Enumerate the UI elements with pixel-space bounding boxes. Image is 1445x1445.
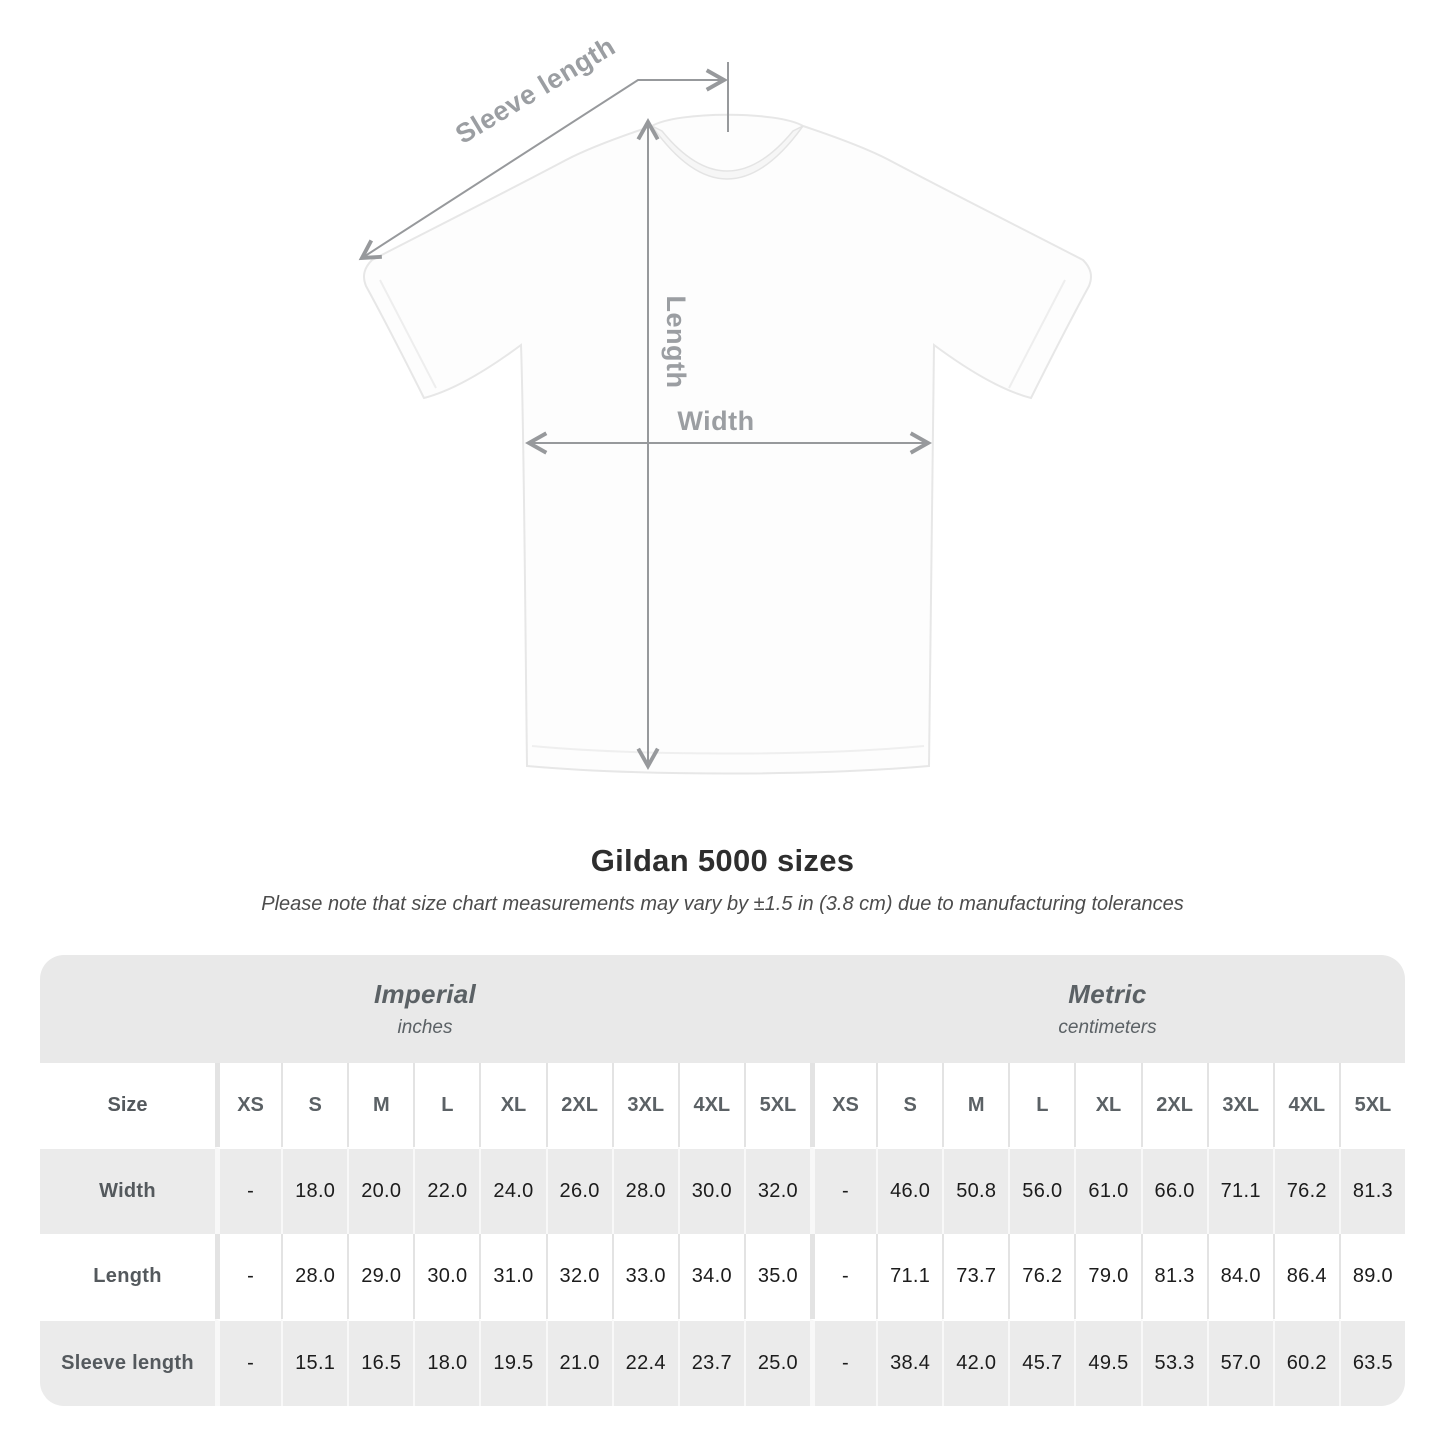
size-col-metric-2xl: 2XL [1140, 1063, 1207, 1147]
sleeve-length-label: Sleeve length [450, 31, 620, 150]
tshirt-shape [363, 113, 1092, 775]
cell: 71.1 [876, 1234, 943, 1319]
cell: 18.0 [281, 1147, 348, 1234]
size-table: Imperial inches Metric centimeters Size … [40, 955, 1405, 1406]
cell: 23.7 [677, 1319, 744, 1406]
cell: 76.2 [1272, 1147, 1339, 1234]
tshirt-diagram-svg: Sleeve length Length Width [358, 31, 1092, 775]
metric-unit: centimeters [1058, 1017, 1157, 1038]
size-header-row: Size XS S M L XL 2XL 3XL 4XL 5XL XS S M … [40, 1063, 1405, 1147]
table-row-sleeve-length: Sleeve length - 15.1 16.5 18.0 19.5 21.0… [40, 1319, 1405, 1406]
cell: - [809, 1234, 877, 1319]
size-col-imperial-3xl: 3XL [611, 1063, 678, 1147]
cell: 57.0 [1206, 1319, 1273, 1406]
cell: 21.0 [545, 1319, 612, 1406]
cell: 63.5 [1338, 1319, 1405, 1406]
measurement-arrows [358, 62, 932, 770]
cell: 76.2 [1008, 1234, 1075, 1319]
cell: 81.3 [1140, 1234, 1207, 1319]
size-col-imperial-5xl: 5XL [743, 1063, 810, 1147]
cell: 53.3 [1140, 1319, 1207, 1406]
cell: - [215, 1147, 282, 1234]
cell: 86.4 [1272, 1234, 1339, 1319]
size-col-metric-l: L [1008, 1063, 1075, 1147]
cell: 71.1 [1206, 1147, 1273, 1234]
cell: 25.0 [743, 1319, 810, 1406]
cell: 19.5 [479, 1319, 546, 1406]
length-label: Length [661, 296, 691, 389]
size-col-metric-4xl: 4XL [1272, 1063, 1339, 1147]
tolerance-note: Please note that size chart measurements… [261, 893, 1184, 915]
cell: - [809, 1147, 877, 1234]
metric-title: Metric [1068, 979, 1147, 1009]
cell: 56.0 [1008, 1147, 1075, 1234]
cell: 20.0 [347, 1147, 414, 1234]
size-col-metric-xs: XS [809, 1063, 877, 1147]
size-col-imperial-4xl: 4XL [677, 1063, 744, 1147]
metric-header: Metric centimeters [809, 955, 1405, 1063]
cell: 28.0 [611, 1147, 678, 1234]
size-col-imperial-xs: XS [215, 1063, 282, 1147]
page-title: Gildan 5000 sizes [590, 843, 855, 878]
cell: 61.0 [1074, 1147, 1141, 1234]
row-label-sleeve-length: Sleeve length [40, 1319, 215, 1406]
imperial-title: Imperial [373, 979, 477, 1009]
cell: 22.4 [611, 1319, 678, 1406]
cell: 89.0 [1338, 1234, 1405, 1319]
cell: 32.0 [545, 1234, 612, 1319]
cell: 46.0 [876, 1147, 943, 1234]
cell: 22.0 [413, 1147, 480, 1234]
size-col-imperial-2xl: 2XL [545, 1063, 612, 1147]
cell: 49.5 [1074, 1319, 1141, 1406]
size-col-imperial-s: S [281, 1063, 348, 1147]
tshirt-measurement-diagram: Sleeve length Length Width [358, 31, 1092, 775]
cell: 35.0 [743, 1234, 810, 1319]
cell: 30.0 [413, 1234, 480, 1319]
cell: - [809, 1319, 877, 1406]
cell: 84.0 [1206, 1234, 1273, 1319]
cell: 42.0 [942, 1319, 1009, 1406]
cell: - [215, 1234, 282, 1319]
cell: 38.4 [876, 1319, 943, 1406]
cell: 31.0 [479, 1234, 546, 1319]
cell: 79.0 [1074, 1234, 1141, 1319]
cell: 45.7 [1008, 1319, 1075, 1406]
size-col-metric-5xl: 5XL [1338, 1063, 1405, 1147]
cell: 50.8 [942, 1147, 1009, 1234]
cell: 26.0 [545, 1147, 612, 1234]
cell: 18.0 [413, 1319, 480, 1406]
imperial-header: Imperial inches [40, 955, 810, 1063]
size-col-metric-s: S [876, 1063, 943, 1147]
cell: 30.0 [677, 1147, 744, 1234]
size-col-imperial-l: L [413, 1063, 480, 1147]
cell: - [215, 1319, 282, 1406]
size-col-metric-m: M [942, 1063, 1009, 1147]
cell: 81.3 [1338, 1147, 1405, 1234]
table-row-length: Length - 28.0 29.0 30.0 31.0 32.0 33.0 3… [40, 1234, 1405, 1319]
cell: 33.0 [611, 1234, 678, 1319]
row-label-width: Width [40, 1147, 215, 1234]
unit-header-row: Imperial inches Metric centimeters [40, 955, 1405, 1063]
table-row-width: Width - 18.0 20.0 22.0 24.0 26.0 28.0 30… [40, 1147, 1405, 1234]
size-col-imperial-m: M [347, 1063, 414, 1147]
cell: 34.0 [677, 1234, 744, 1319]
cell: 60.2 [1272, 1319, 1339, 1406]
cell: 28.0 [281, 1234, 348, 1319]
width-label: Width [677, 406, 754, 436]
size-corner-label: Size [40, 1063, 215, 1147]
cell: 24.0 [479, 1147, 546, 1234]
cell: 32.0 [743, 1147, 810, 1234]
cell: 16.5 [347, 1319, 414, 1406]
size-col-imperial-xl: XL [479, 1063, 546, 1147]
sleeve-length-arrow [358, 68, 728, 261]
imperial-unit: inches [397, 1017, 453, 1038]
cell: 66.0 [1140, 1147, 1207, 1234]
size-col-metric-3xl: 3XL [1206, 1063, 1273, 1147]
cell: 29.0 [347, 1234, 414, 1319]
cell: 15.1 [281, 1319, 348, 1406]
size-col-metric-xl: XL [1074, 1063, 1141, 1147]
cell: 73.7 [942, 1234, 1009, 1319]
row-label-length: Length [40, 1234, 215, 1319]
